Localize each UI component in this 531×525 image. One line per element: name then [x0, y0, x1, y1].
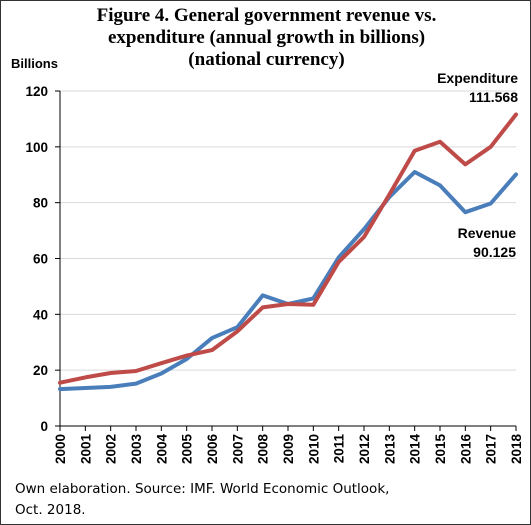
annotation-expenditure-value: 111.568	[469, 89, 518, 105]
x-tick-label: 2018	[509, 434, 524, 465]
x-tick-label: 2001	[78, 434, 93, 465]
chart-title-line-2: expenditure (annual growth in billions)	[107, 27, 426, 48]
line-chart: 0 20 40 60 80 100 120 Billions 2000 2001 2002 2003 2…	[11, 56, 524, 464]
x-tick-label: 2009	[281, 434, 296, 464]
x-tick-label: 2014	[408, 434, 423, 465]
x-tick-label: 2017	[484, 434, 499, 464]
annotation-revenue-name: Revenue	[458, 225, 517, 241]
x-tick-label: 2003	[129, 434, 144, 465]
y-tick-label: 60	[33, 252, 48, 267]
x-tick-label: 2015	[433, 434, 448, 465]
source-note-line-2: Oct. 2018.	[15, 502, 86, 518]
y-tick-label: 80	[33, 196, 48, 211]
x-tick-label: 2010	[306, 434, 321, 464]
chart-title-line-3: (national currency)	[188, 49, 345, 70]
x-tick-label: 2004	[154, 434, 169, 465]
x-tick-label: 2011	[332, 434, 347, 464]
y-axis-title: Billions	[11, 56, 58, 71]
x-tick-label: 2008	[256, 434, 271, 465]
x-tick-label: 2000	[53, 434, 68, 464]
source-note-line-1: Own elaboration. Source: IMF. World Econ…	[15, 481, 390, 497]
axes: 0 20 40 60 80 100 120 Billions 2000 2001 2002 2003 2…	[11, 56, 524, 464]
chart-labels: Expenditure 111.568 Revenue 90.125	[437, 70, 518, 260]
y-tick-label: 120	[25, 84, 48, 99]
y-tick-label: 0	[40, 419, 48, 434]
chart-title-line-1: Figure 4. General government revenue vs.	[96, 5, 437, 26]
gridlines	[60, 90, 516, 371]
series-line-revenue	[58, 170, 518, 392]
x-tick-label: 2013	[382, 434, 397, 465]
x-tick-label: 2016	[458, 434, 473, 465]
annotation-expenditure-name: Expenditure	[437, 70, 518, 86]
source-note: Own elaboration. Source: IMF. World Econ…	[15, 479, 515, 521]
y-tick-label: 20	[33, 363, 48, 378]
x-tick-label: 2012	[357, 434, 372, 464]
series-line-expenditure	[58, 112, 518, 385]
x-tick-label: 2006	[205, 434, 220, 465]
y-tick-label: 40	[33, 307, 48, 322]
annotation-revenue-value: 90.125	[473, 244, 516, 260]
series-lines	[58, 112, 518, 392]
x-tick-label: 2007	[230, 434, 245, 464]
x-tick-label: 2005	[180, 434, 195, 465]
x-tick-label: 2002	[104, 434, 119, 464]
chart-title: Figure 4. General government revenue vs.…	[1, 5, 531, 71]
y-tick-label: 100	[25, 140, 48, 155]
